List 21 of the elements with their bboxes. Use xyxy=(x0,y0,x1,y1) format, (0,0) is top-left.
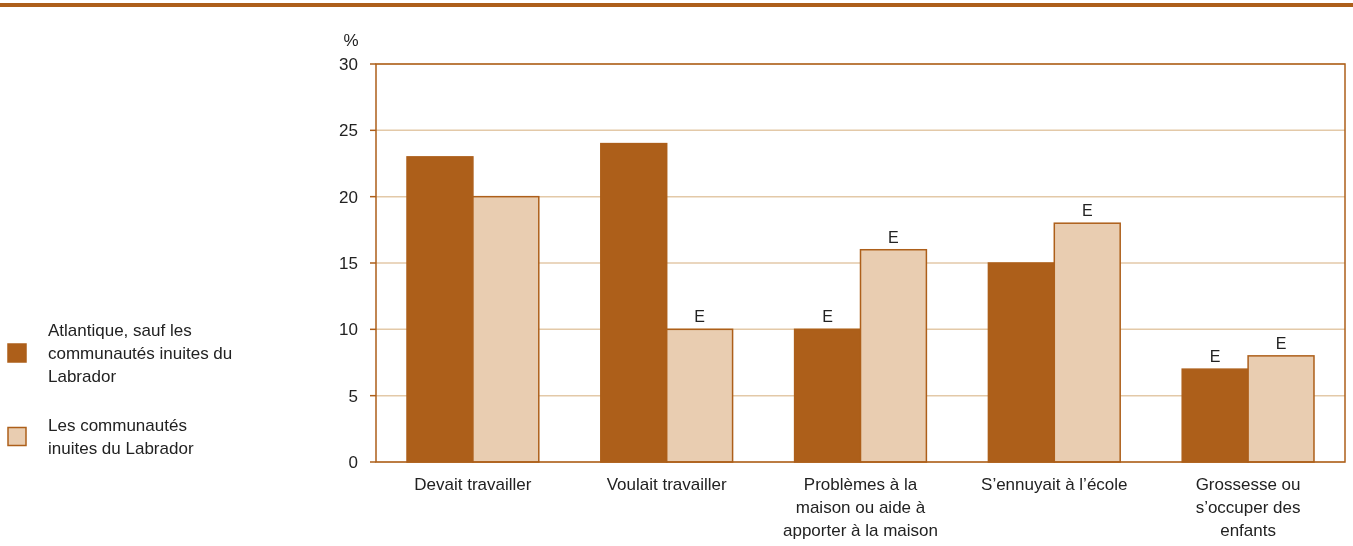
data-label: E xyxy=(694,308,705,326)
legend-label: Les communautés inuites du Labrador xyxy=(48,416,194,458)
y-tick-label: 10 xyxy=(339,320,358,340)
y-axis-title: % xyxy=(343,31,359,50)
y-tick-label: 20 xyxy=(339,187,358,207)
y-tick-label: 5 xyxy=(348,386,358,406)
data-label: E xyxy=(1081,202,1093,220)
x-tick-label: Voulait travailler xyxy=(606,475,728,494)
x-tick-label: Devait travailler xyxy=(414,475,532,494)
y-tick-label: 0 xyxy=(348,452,358,472)
x-tick-label: S’ennuyait à l’école xyxy=(981,475,1128,494)
data-label: E xyxy=(822,308,833,326)
x-tick-label: Grossesse ou s’occuper des enfants xyxy=(1195,475,1301,540)
data-label: E xyxy=(1209,348,1221,366)
data-label: E xyxy=(1275,334,1287,352)
y-tick-label: 25 xyxy=(339,121,358,141)
data-label: E xyxy=(888,228,899,246)
x-tick-label: Problèmes à la maison ou aide à apporter à la maison xyxy=(783,475,938,540)
legend-label: Atlantique, sauf les communautés inuites du Labrador xyxy=(48,321,233,386)
y-tick-label: 30 xyxy=(339,54,358,74)
y-tick-label: 15 xyxy=(339,253,358,273)
